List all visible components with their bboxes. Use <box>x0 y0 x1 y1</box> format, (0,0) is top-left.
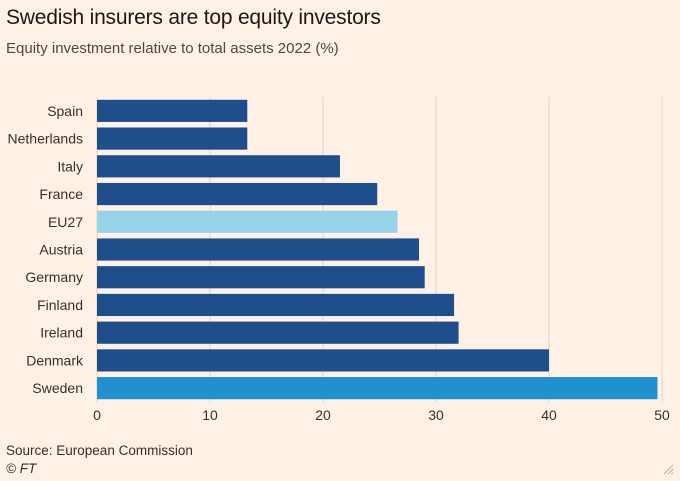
bar-italy <box>97 155 340 178</box>
source-note: Source: European Commission <box>6 443 193 458</box>
category-label: Denmark <box>26 352 84 368</box>
bar-ireland <box>97 321 459 344</box>
category-label: Finland <box>37 297 83 313</box>
bar-chart: Spain Netherlands Italy France EU27 Austria Ge… <box>8 97 670 423</box>
x-tick-label: 30 <box>428 407 444 423</box>
x-tick-label: 0 <box>93 407 101 423</box>
x-tick-label: 40 <box>541 407 557 423</box>
x-tick-label: 10 <box>202 407 218 423</box>
category-label: Austria <box>39 242 83 258</box>
category-label: Ireland <box>40 325 83 341</box>
bar-finland <box>97 293 455 317</box>
category-label: France <box>39 186 83 202</box>
category-label: Spain <box>47 103 83 119</box>
chart-subtitle: Equity investment relative to total asse… <box>6 40 339 57</box>
bar-denmark <box>97 349 549 372</box>
category-label: Netherlands <box>8 131 84 147</box>
x-tick-label: 50 <box>654 407 670 423</box>
ft-credit: © FT <box>6 461 37 476</box>
bar-france <box>97 182 378 206</box>
category-label: EU27 <box>48 214 83 230</box>
resize-handle-icon <box>663 464 674 475</box>
bar-sweden <box>97 377 658 400</box>
bar-spain <box>97 99 248 122</box>
category-label: Germany <box>25 269 83 285</box>
bar-eu27 <box>97 210 398 233</box>
category-label: Italy <box>57 158 83 174</box>
bar-germany <box>97 266 425 289</box>
chart-title: Swedish insurers are top equity investor… <box>6 6 381 29</box>
bar-austria <box>97 238 420 261</box>
x-tick-label: 20 <box>315 407 331 423</box>
bar-netherlands <box>97 127 248 150</box>
category-label: Sweden <box>32 380 83 396</box>
